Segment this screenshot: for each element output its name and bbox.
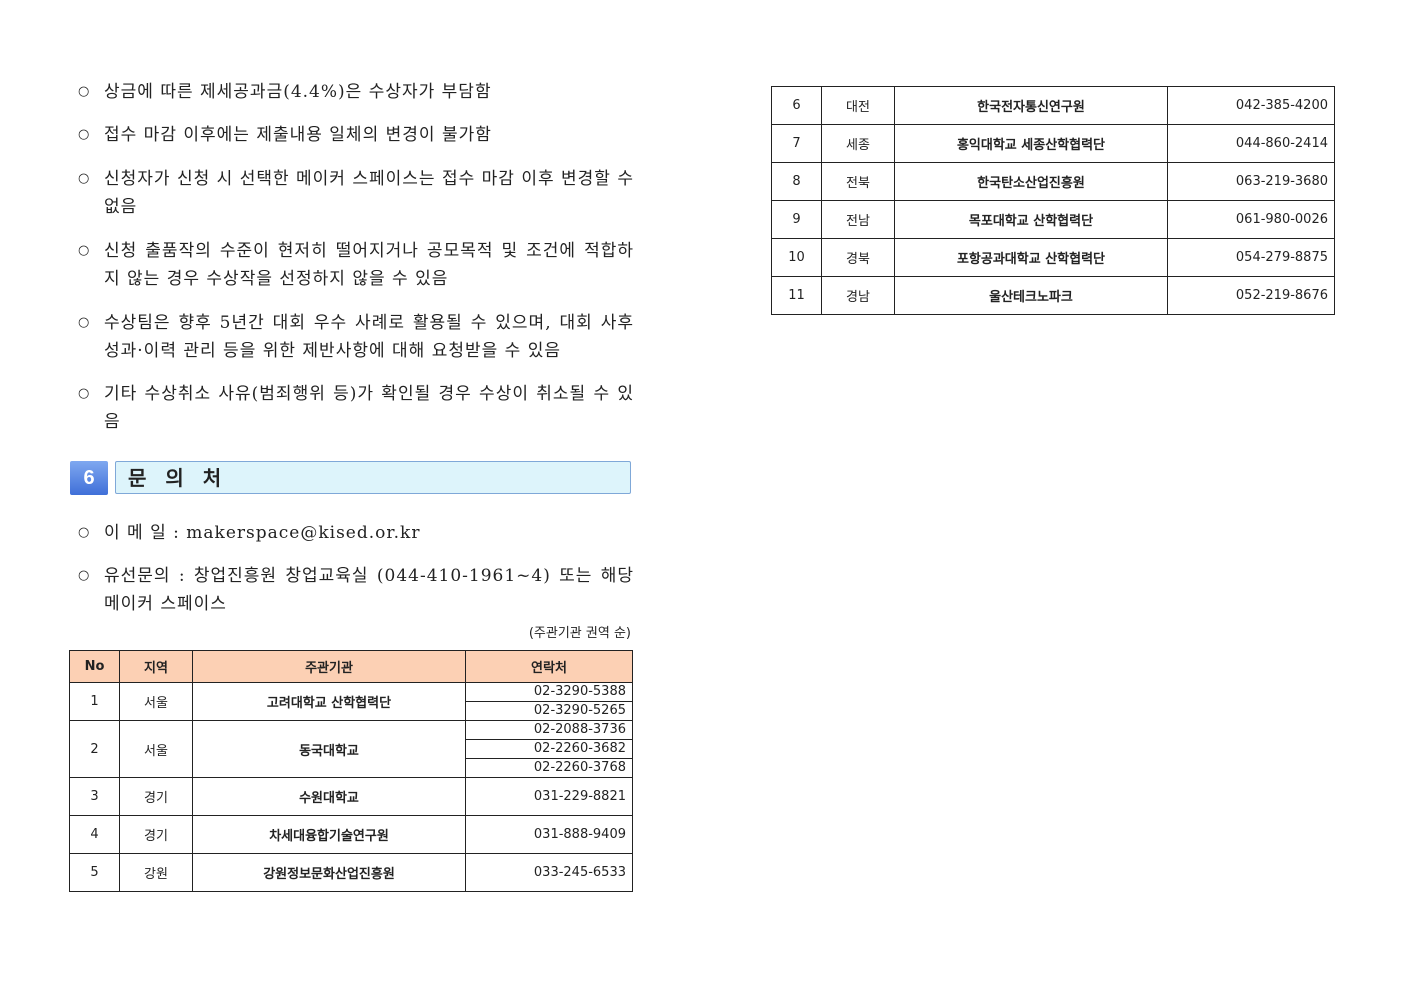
row-org: 홍익대학교 세종산학협력단 <box>894 124 1168 163</box>
row-number: 1 <box>69 682 120 721</box>
row-phone: 061-980-0026 <box>1167 200 1335 239</box>
circle-bullet-icon: ○ <box>78 568 90 583</box>
phone-number: 02-3290-5265 <box>533 703 626 718</box>
row-phone: 031-229-8821 <box>465 777 633 816</box>
header-no: No <box>69 650 120 683</box>
row-number: 11 <box>771 276 822 315</box>
row-org: 수원대학교 <box>192 777 466 816</box>
contact-email: ○ 이 메 일 : makerspace@kised.or.kr <box>78 519 634 547</box>
table-header-row: No 지역 주관기관 연락처 <box>69 650 633 683</box>
row-region: 서울 <box>119 720 193 778</box>
phone-number: 02-2260-3768 <box>533 760 626 775</box>
row-phone: 033-245-6533 <box>465 853 633 892</box>
circle-bullet-icon: ○ <box>78 84 90 99</box>
row-region: 경북 <box>821 238 895 277</box>
bullet-item: ○ 신청 출품작의 수준이 현저히 떨어지거나 공모목적 및 조건에 적합하지 않… <box>78 237 634 293</box>
row-number: 7 <box>771 124 822 163</box>
row-org: 한국전자통신연구원 <box>894 86 1168 125</box>
row-phone: 031-888-9409 <box>465 815 633 854</box>
row-org: 강원정보문화산업진흥원 <box>192 853 466 892</box>
header-region: 지역 <box>119 650 193 683</box>
section-title: 문 의 처 <box>115 461 631 494</box>
row-region: 전남 <box>821 200 895 239</box>
row-org: 동국대학교 <box>192 720 466 778</box>
header-contact: 연락처 <box>465 650 633 683</box>
row-region: 전북 <box>821 162 895 201</box>
row-phone: 02-2088-3736 02-2260-3682 02-2260-3768 <box>465 720 633 778</box>
bullet-item: ○ 신청자가 신청 시 선택한 메이커 스페이스는 접수 마감 이후 변경할 수 … <box>78 165 634 221</box>
circle-bullet-icon: ○ <box>78 127 90 142</box>
contact-table-right: 6 대전 한국전자통신연구원 042-385-4200 7 세종 홍익대학교 세종산학협력단… <box>771 86 1335 315</box>
row-org: 차세대융합기술연구원 <box>192 815 466 854</box>
circle-bullet-icon: ○ <box>78 243 90 258</box>
phone-number: 02-2088-3736 <box>466 721 632 740</box>
row-number: 3 <box>69 777 120 816</box>
table-row: 7 세종 홍익대학교 세종산학협력단 044-860-2414 <box>771 124 1335 163</box>
row-phone: 044-860-2414 <box>1167 124 1335 163</box>
circle-bullet-icon: ○ <box>78 315 90 330</box>
table-row: 2 서울 동국대학교 02-2088-3736 02-2260-3682 02-2260-… <box>69 720 633 778</box>
section-number: 6 <box>70 461 108 495</box>
circle-bullet-icon: ○ <box>78 171 90 186</box>
phone-number: 02-3290-5388 <box>466 683 632 702</box>
table-row: 8 전북 한국탄소산업진흥원 063-219-3680 <box>771 162 1335 201</box>
row-number: 6 <box>771 86 822 125</box>
phone-number: 02-2260-3682 <box>466 740 632 759</box>
row-phone: 042-385-4200 <box>1167 86 1335 125</box>
row-number: 9 <box>771 200 822 239</box>
contact-phone: ○ 유선문의 : 창업진흥원 창업교육실 (044-410-1961~4) 또는 … <box>78 562 634 618</box>
table-row: 3 경기 수원대학교 031-229-8821 <box>69 777 633 816</box>
table-row: 4 경기 차세대융합기술연구원 031-888-9409 <box>69 815 633 854</box>
row-region: 대전 <box>821 86 895 125</box>
header-org: 주관기관 <box>192 650 466 683</box>
table-row: 6 대전 한국전자통신연구원 042-385-4200 <box>771 86 1335 125</box>
table-note: (주관기관 권역 순) <box>528 626 631 641</box>
row-org: 한국탄소산업진흥원 <box>894 162 1168 201</box>
bullet-item: ○ 접수 마감 이후에는 제출내용 일체의 변경이 불가함 <box>78 121 634 149</box>
row-region: 서울 <box>119 682 193 721</box>
row-phone: 063-219-3680 <box>1167 162 1335 201</box>
bullet-item: ○ 기타 수상취소 사유(범죄행위 등)가 확인될 경우 수상이 취소될 수 있음 <box>78 380 634 436</box>
table-row: 1 서울 고려대학교 산학협력단 02-3290-5388 02-3290-5265 <box>69 682 633 721</box>
row-phone: 054-279-8875 <box>1167 238 1335 277</box>
row-org: 목포대학교 산학협력단 <box>894 200 1168 239</box>
circle-bullet-icon: ○ <box>78 386 90 401</box>
row-org: 고려대학교 산학협력단 <box>192 682 466 721</box>
table-row: 5 강원 강원정보문화산업진흥원 033-245-6533 <box>69 853 633 892</box>
table-row: 9 전남 목포대학교 산학협력단 061-980-0026 <box>771 200 1335 239</box>
table-row: 11 경남 울산테크노파크 052-219-8676 <box>771 276 1335 315</box>
row-org: 울산테크노파크 <box>894 276 1168 315</box>
row-region: 세종 <box>821 124 895 163</box>
contact-table-left: No 지역 주관기관 연락처 1 서울 고려대학교 산학협력단 02-3290-538… <box>69 650 633 892</box>
row-phone: 052-219-8676 <box>1167 276 1335 315</box>
bullet-item: ○ 상금에 따른 제세공과금(4.4%)은 수상자가 부담함 <box>78 78 634 106</box>
row-number: 8 <box>771 162 822 201</box>
row-number: 2 <box>69 720 120 778</box>
row-number: 10 <box>771 238 822 277</box>
row-region: 경남 <box>821 276 895 315</box>
row-region: 강원 <box>119 853 193 892</box>
circle-bullet-icon: ○ <box>78 525 90 540</box>
row-region: 경기 <box>119 815 193 854</box>
row-number: 4 <box>69 815 120 854</box>
row-number: 5 <box>69 853 120 892</box>
bullet-item: ○ 수상팀은 향후 5년간 대회 우수 사례로 활용될 수 있으며, 대회 사후 … <box>78 309 634 365</box>
row-org: 포항공과대학교 산학협력단 <box>894 238 1168 277</box>
row-phone: 02-3290-5388 02-3290-5265 <box>465 682 633 721</box>
row-region: 경기 <box>119 777 193 816</box>
table-row: 10 경북 포항공과대학교 산학협력단 054-279-8875 <box>771 238 1335 277</box>
